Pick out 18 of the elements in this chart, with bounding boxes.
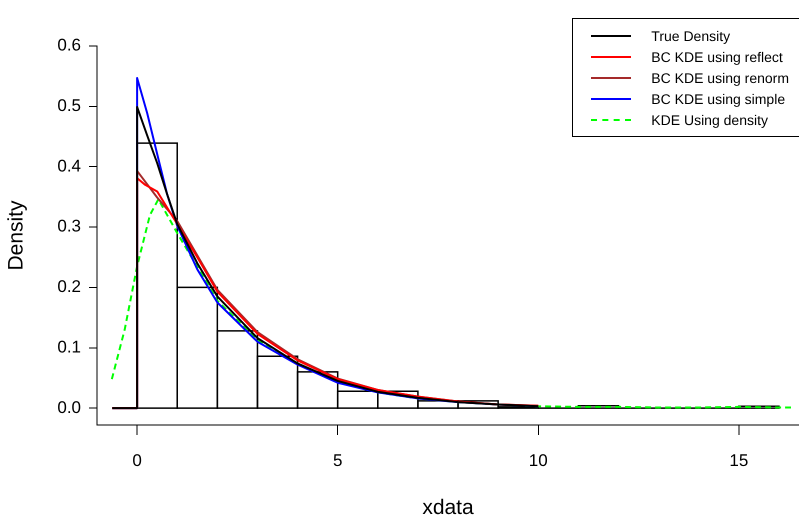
y-tick-label: 0.3 xyxy=(57,216,81,236)
legend-label: True Density xyxy=(651,28,730,44)
x-tick-label: 10 xyxy=(528,450,548,470)
x-axis-title: xdata xyxy=(422,496,474,520)
x-tick-label: 0 xyxy=(132,450,142,470)
y-tick-label: 0.4 xyxy=(57,156,81,176)
legend-label: BC KDE using renorm xyxy=(651,70,789,86)
legend-label: BC KDE using simple xyxy=(651,90,786,106)
x-tick-label: 15 xyxy=(729,450,748,470)
x-tick-label: 5 xyxy=(332,450,342,470)
y-tick-label: 0.1 xyxy=(57,337,81,356)
legend-label: BC KDE using reflect xyxy=(651,48,783,64)
legend-label: KDE Using density xyxy=(651,112,768,128)
y-tick-label: 0.6 xyxy=(57,36,81,55)
y-tick-label: 0.0 xyxy=(57,398,81,417)
y-axis-title: Density xyxy=(4,200,28,271)
y-tick-label: 0.2 xyxy=(57,277,81,296)
y-tick-label: 0.5 xyxy=(57,96,81,116)
